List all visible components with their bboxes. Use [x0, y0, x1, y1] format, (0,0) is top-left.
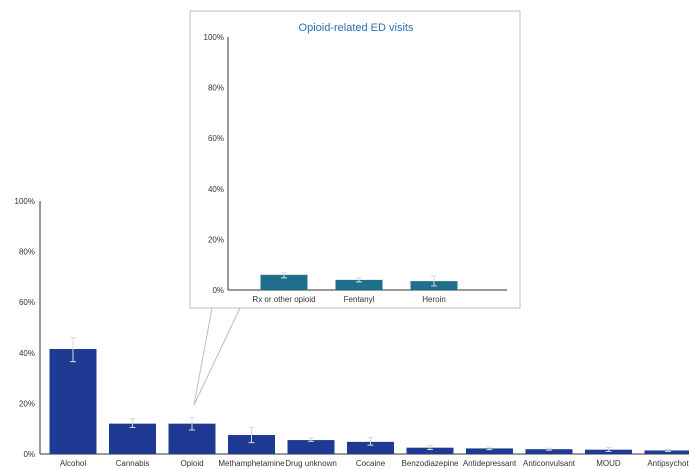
main-bar	[406, 447, 454, 454]
main-bar	[347, 441, 394, 454]
main-y-tick-label: 40%	[19, 349, 35, 358]
main-category-label: Drug unknown	[285, 459, 337, 468]
inset-y-tick-label: 20%	[208, 235, 224, 244]
main-y-tick-label: 100%	[15, 197, 35, 206]
main-error-bars	[70, 337, 671, 452]
inset-category-label: Rx or other opioid	[252, 295, 315, 304]
main-y-tick-label: 20%	[19, 399, 35, 408]
main-error-bar	[308, 437, 314, 442]
inset-y-tick-labels: 0% 20% 40% 60% 80% 100%	[204, 33, 224, 295]
main-y-tick-labels: 0% 20% 40% 60% 80% 100%	[15, 197, 35, 459]
inset-y-tick-label: 80%	[208, 84, 224, 93]
main-category-label: Anticonvulsant	[523, 459, 576, 468]
main-error-bar	[367, 437, 374, 446]
main-bar	[466, 448, 513, 454]
callout-connector	[193, 307, 241, 406]
main-category-label: Cannabis	[116, 459, 150, 468]
main-bar	[525, 449, 573, 454]
inset-category-label: Heroin	[422, 295, 446, 304]
inset-error-bar	[356, 277, 362, 283]
inset-y-tick-label: 0%	[212, 286, 224, 295]
inset-category-label: Fentanyl	[344, 295, 375, 304]
main-category-labels: Alcohol Cannabis Opioid Methamphetamine Drug…	[60, 459, 689, 468]
main-error-bar	[189, 416, 195, 431]
main-error-bar	[605, 446, 612, 452]
callout-line	[193, 307, 213, 406]
main-error-bar	[70, 337, 76, 363]
inset-y-tick-label: 40%	[208, 185, 224, 194]
main-bars	[49, 349, 689, 454]
main-error-bar	[665, 448, 671, 452]
inset-title: Opioid-related ED visits	[299, 22, 414, 34]
inset-y-tick-label: 100%	[204, 33, 224, 42]
main-bar	[228, 435, 275, 454]
inset-frame	[189, 10, 521, 309]
inset-category-labels: Rx or other opioid Fentanyl Heroin	[252, 295, 445, 304]
inset-error-bars	[281, 272, 437, 287]
inset-chart: Opioid-related ED visits 0% 20% 40% 60% 80% 1…	[189, 10, 521, 309]
main-category-label: Antipsychot	[647, 459, 689, 468]
main-bar	[49, 349, 97, 454]
inset-y-tick-label: 60%	[208, 134, 224, 143]
main-error-bar	[546, 447, 552, 451]
main-y-tick-label: 80%	[19, 248, 35, 257]
main-bar	[287, 440, 335, 454]
main-error-bar	[427, 445, 433, 450]
main-category-label: MOUD	[596, 459, 621, 468]
main-category-label: Benzodiazepine	[402, 459, 459, 468]
callout-line	[193, 307, 241, 406]
main-bar	[644, 450, 689, 454]
main-category-label: Methamphetamine	[218, 459, 285, 468]
main-category-label: Antidepressant	[463, 459, 517, 468]
main-category-label: Cocaine	[356, 459, 386, 468]
inset-bar	[260, 274, 308, 290]
inset-error-bar	[281, 272, 287, 279]
inset-error-bar	[431, 275, 437, 287]
main-category-label: Alcohol	[60, 459, 86, 468]
main-category-label: Opioid	[180, 459, 203, 468]
main-error-bar	[129, 418, 136, 428]
main-y-tick-label: 60%	[19, 298, 35, 307]
main-chart: 0% 20% 40% 60% 80% 100% Alcohol Cannabis Opioid…	[15, 197, 689, 468]
main-error-bar	[486, 446, 493, 451]
inset-bar	[335, 279, 383, 290]
main-error-bar	[248, 426, 255, 444]
main-bar	[109, 423, 156, 454]
main-y-tick-label: 0%	[23, 450, 35, 459]
